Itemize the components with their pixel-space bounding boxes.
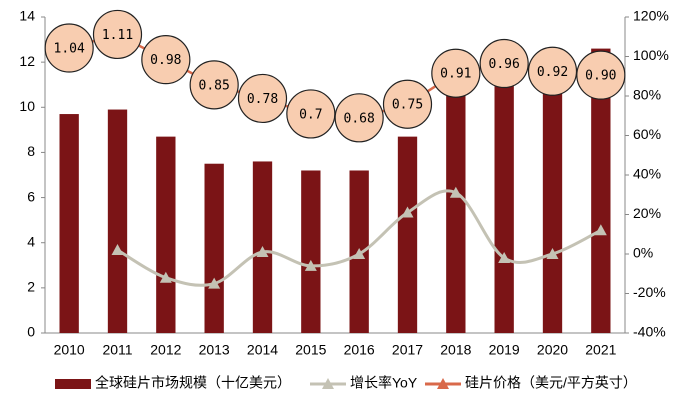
price-label: 1.11 — [102, 28, 133, 43]
growth-marker — [401, 206, 414, 218]
bar — [59, 114, 79, 333]
price-bubble — [44, 23, 94, 73]
x-tick-label: 2021 — [585, 342, 616, 358]
price-bubble — [286, 89, 336, 139]
y2-tick-label: 80% — [633, 87, 661, 103]
growth-marker — [111, 244, 124, 256]
price-label: 0.91 — [440, 67, 471, 82]
bar — [301, 170, 321, 333]
legend-marker — [322, 378, 334, 389]
y-tick-label: 12 — [19, 53, 35, 69]
growth-marker — [208, 277, 221, 289]
price-label: 0.98 — [150, 53, 181, 68]
x-tick-label: 2010 — [54, 342, 85, 358]
growth-marker — [159, 271, 172, 283]
legend-label: 增长率YoY — [350, 375, 418, 391]
growth-marker — [449, 186, 462, 198]
price-label: 0.75 — [392, 98, 423, 113]
bar — [204, 163, 224, 333]
growth-marker — [353, 248, 366, 259]
y-tick-label: 8 — [27, 143, 35, 159]
y2-tick-label: 100% — [633, 47, 669, 63]
growth-marker — [498, 251, 511, 263]
x-tick-label: 2011 — [102, 342, 132, 358]
bar — [591, 48, 611, 333]
y2-tick-label: 40% — [633, 166, 661, 182]
y-tick-label: 6 — [27, 188, 35, 204]
price-label: 0.68 — [344, 111, 375, 126]
y-tick-label: 14 — [19, 8, 35, 24]
y2-tick-label: -40% — [633, 324, 666, 340]
legend-marker — [437, 378, 449, 389]
y2-tick-label: 60% — [633, 126, 661, 142]
x-tick-label: 2019 — [489, 342, 520, 358]
price-label: 0.92 — [537, 65, 568, 80]
price-bubble — [479, 38, 529, 89]
price-bubble — [92, 9, 143, 60]
price-bubble — [141, 35, 191, 85]
price-label: 0.90 — [585, 69, 616, 84]
growth-marker — [304, 259, 317, 271]
price-label: 0.7 — [299, 107, 322, 122]
y2-tick-label: -20% — [633, 284, 666, 300]
price-bubble — [431, 48, 481, 98]
x-tick-label: 2020 — [537, 342, 568, 358]
legend-label: 全球硅片市场规模（十亿美元） — [95, 375, 291, 391]
x-tick-label: 2017 — [392, 342, 423, 358]
price-bubble — [334, 93, 384, 143]
x-tick-label: 2015 — [295, 342, 326, 358]
y2-tick-label: 120% — [633, 8, 669, 24]
growth-marker — [256, 246, 269, 258]
y-tick-label: 4 — [27, 233, 35, 249]
x-tick-label: 2016 — [344, 342, 375, 358]
x-tick-label: 2018 — [440, 342, 471, 358]
growth-marker — [546, 248, 559, 259]
bar — [542, 80, 563, 333]
bar — [494, 80, 514, 333]
y2-tick-label: 0% — [633, 245, 653, 261]
bar — [397, 136, 418, 333]
legend-swatch — [55, 379, 91, 389]
growth-marker — [594, 224, 607, 236]
x-tick-label: 2014 — [247, 342, 278, 358]
price-bubble — [189, 60, 239, 110]
bar — [107, 109, 128, 334]
x-tick-label: 2013 — [199, 342, 230, 358]
price-label: 0.78 — [247, 92, 278, 107]
y-tick-label: 2 — [27, 279, 35, 295]
y-tick-label: 10 — [19, 98, 35, 114]
price-bubble — [527, 46, 578, 96]
price-label: 0.96 — [489, 57, 520, 72]
price-bubble — [237, 73, 288, 124]
legend-label: 硅片价格（美元/平方英寸） — [465, 375, 637, 391]
y2-tick-label: 20% — [633, 205, 661, 221]
price-bubble — [576, 50, 626, 100]
x-tick-label: 2012 — [150, 342, 181, 358]
price-label: 1.04 — [54, 42, 85, 57]
bar — [446, 75, 466, 333]
y-tick-label: 0 — [27, 324, 35, 340]
growth-line — [116, 189, 602, 287]
price-label: 0.85 — [199, 78, 230, 93]
price-bubble — [382, 79, 433, 129]
bar — [156, 136, 176, 333]
